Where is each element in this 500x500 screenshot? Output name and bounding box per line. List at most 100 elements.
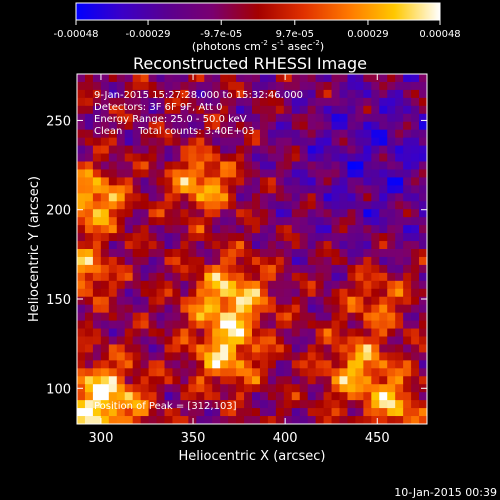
heatmap-cell bbox=[172, 169, 181, 178]
heatmap-cell bbox=[267, 392, 277, 401]
heatmap-cell bbox=[259, 177, 269, 186]
heatmap-cell bbox=[403, 296, 412, 306]
heatmap-cell bbox=[156, 153, 165, 162]
heatmap-cell bbox=[172, 97, 181, 107]
heatmap-cell bbox=[331, 416, 340, 425]
heatmap-cell bbox=[299, 272, 309, 282]
heatmap-cell bbox=[379, 360, 388, 369]
heatmap-cell bbox=[140, 97, 150, 107]
heatmap-cell bbox=[100, 296, 110, 306]
heatmap-cell bbox=[140, 161, 150, 170]
heatmap-cell bbox=[403, 241, 412, 250]
heatmap-cell bbox=[180, 145, 189, 155]
heatmap-cell bbox=[291, 352, 301, 361]
heatmap-cell bbox=[403, 320, 412, 330]
heatmap-cell bbox=[259, 241, 269, 250]
heatmap-cell bbox=[244, 312, 253, 322]
heatmap-cell bbox=[108, 145, 118, 155]
heatmap-cell bbox=[77, 392, 86, 401]
heatmap-cell bbox=[371, 185, 380, 194]
heatmap-cell bbox=[164, 209, 173, 218]
heatmap-cell bbox=[419, 296, 428, 306]
footer-timestamp: 10-Jan-2015 00:39 bbox=[394, 486, 497, 499]
heatmap-cell bbox=[355, 217, 364, 226]
heatmap-cell bbox=[379, 280, 388, 290]
heatmap-cell bbox=[275, 241, 285, 250]
heatmap-cell bbox=[180, 209, 189, 218]
heatmap-cell bbox=[148, 408, 158, 417]
heatmap-cell bbox=[395, 328, 404, 337]
heatmap-cell bbox=[355, 169, 364, 178]
heatmap-cell bbox=[116, 121, 126, 131]
heatmap-cell bbox=[180, 177, 189, 186]
heatmap-cell bbox=[244, 105, 253, 115]
heatmap-cell bbox=[140, 89, 150, 99]
heatmap-cell bbox=[188, 264, 197, 274]
heatmap-cell bbox=[259, 352, 269, 361]
heatmap-cell bbox=[331, 384, 340, 393]
heatmap-cell bbox=[124, 81, 134, 91]
heatmap-cell bbox=[355, 97, 364, 107]
heatmap-cell bbox=[331, 360, 340, 369]
heatmap-cell bbox=[100, 89, 110, 99]
heatmap-cell bbox=[188, 320, 197, 330]
heatmap-cell bbox=[379, 376, 388, 385]
heatmap-cell bbox=[92, 193, 102, 202]
heatmap-cell bbox=[212, 145, 221, 155]
chart-title: Reconstructed RHESSI Image bbox=[133, 54, 367, 73]
heatmap-cell bbox=[140, 129, 150, 139]
heatmap-cell bbox=[411, 169, 420, 178]
heatmap-cell bbox=[132, 368, 142, 377]
heatmap-cell bbox=[180, 288, 189, 298]
heatmap-cell bbox=[299, 233, 309, 242]
heatmap-cell bbox=[323, 209, 333, 218]
heatmap-cell bbox=[188, 400, 197, 409]
heatmap-cell bbox=[252, 81, 261, 91]
heatmap-cell bbox=[275, 137, 285, 147]
heatmap-cell bbox=[212, 328, 221, 337]
heatmap-cell bbox=[395, 225, 404, 234]
heatmap-cell bbox=[108, 74, 118, 83]
heatmap-cell bbox=[172, 193, 181, 202]
heatmap-cell bbox=[148, 328, 158, 337]
heatmap-cell bbox=[379, 169, 388, 178]
heatmap-cell bbox=[108, 137, 118, 147]
heatmap-cell bbox=[371, 280, 380, 290]
heatmap-cell bbox=[395, 368, 404, 377]
heatmap-cell bbox=[140, 169, 150, 178]
heatmap-cell bbox=[419, 376, 428, 385]
heatmap-cell bbox=[84, 161, 94, 170]
heatmap-cell bbox=[196, 81, 205, 91]
heatmap-cell bbox=[77, 408, 86, 417]
heatmap-cell bbox=[156, 193, 165, 202]
heatmap-cell bbox=[196, 129, 205, 139]
heatmap-cell bbox=[403, 264, 412, 274]
heatmap-cell bbox=[212, 217, 221, 226]
x-tick-label: 350 bbox=[181, 431, 206, 446]
heatmap-cell bbox=[347, 89, 356, 99]
heatmap-cell bbox=[283, 81, 293, 91]
heatmap-cell bbox=[355, 225, 364, 234]
heatmap-cell bbox=[172, 344, 181, 353]
heatmap-cell bbox=[291, 177, 301, 186]
heatmap-cell bbox=[267, 74, 277, 83]
heatmap-cell bbox=[307, 400, 317, 409]
heatmap-cell bbox=[228, 376, 237, 385]
heatmap-cell bbox=[379, 113, 388, 123]
heatmap-cell bbox=[180, 233, 189, 242]
heatmap-cell bbox=[172, 272, 181, 282]
heatmap-cell bbox=[363, 225, 372, 234]
colorbar-tick-label: -9.7e-05 bbox=[200, 29, 242, 40]
heatmap-cell bbox=[220, 416, 229, 425]
heatmap-cell bbox=[331, 304, 340, 314]
heatmap-cell bbox=[180, 137, 189, 147]
heatmap-cell bbox=[339, 177, 348, 186]
heatmap-cell bbox=[124, 185, 134, 194]
heatmap-cell bbox=[387, 320, 396, 330]
heatmap-cell bbox=[339, 368, 348, 377]
heatmap-cell bbox=[172, 400, 181, 409]
heatmap-cell bbox=[299, 392, 309, 401]
heatmap-cell bbox=[419, 129, 428, 139]
heatmap-cell bbox=[100, 256, 110, 266]
heatmap-cell bbox=[283, 129, 293, 139]
